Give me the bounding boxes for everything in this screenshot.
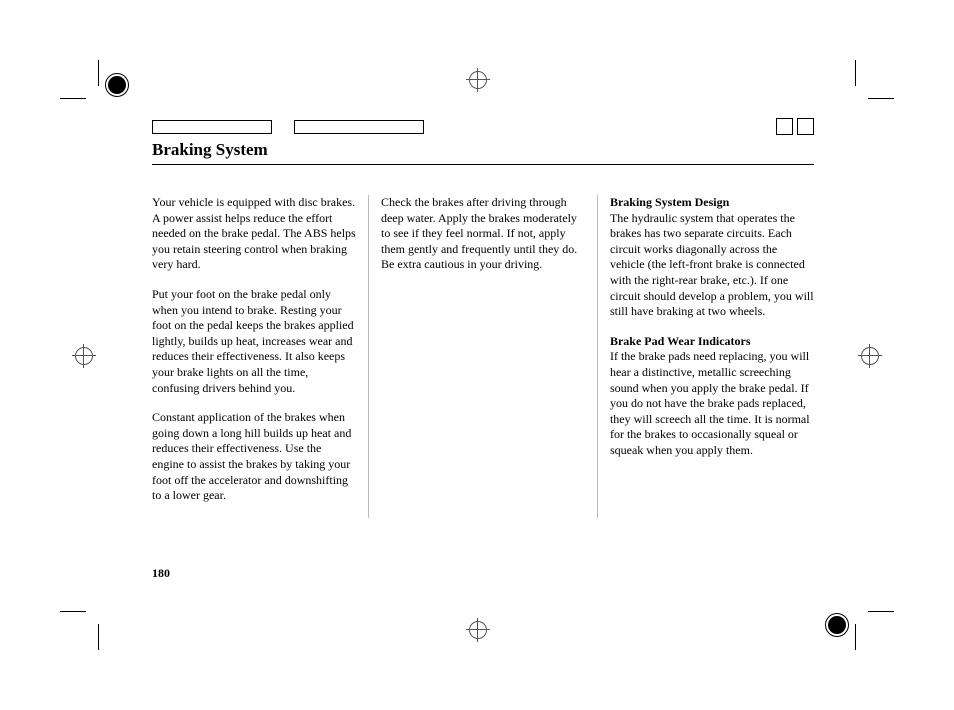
text-columns: Your vehicle is equipped with disc brake… — [152, 195, 814, 518]
column-1: Your vehicle is equipped with disc brake… — [152, 195, 356, 518]
body-text: Brake Pad Wear IndicatorsIf the brake pa… — [610, 334, 814, 459]
body-text: Check the brakes after driving through d… — [381, 195, 585, 273]
column-divider — [368, 195, 369, 518]
page-title: Braking System — [152, 140, 814, 165]
page-content: Braking System Your vehicle is equipped … — [152, 120, 814, 518]
registration-mark-top — [466, 68, 490, 92]
small-box-2 — [797, 118, 814, 135]
body-text: Constant application of the brakes when … — [152, 410, 356, 504]
body-text: Put your foot on the brake pedal only wh… — [152, 287, 356, 396]
header-box-2 — [294, 120, 424, 134]
registration-mark-br — [824, 612, 850, 638]
registration-mark-bottom — [466, 618, 490, 642]
header-right-boxes — [776, 118, 814, 135]
header-placeholder-boxes — [152, 120, 814, 134]
column-2: Check the brakes after driving through d… — [381, 195, 585, 518]
column-3: Braking System Design The hydraulic syste… — [610, 195, 814, 518]
subheading: Braking System Design — [610, 195, 729, 209]
body-text: Your vehicle is equipped with disc brake… — [152, 195, 356, 273]
page-number: 180 — [152, 566, 170, 581]
small-box-1 — [776, 118, 793, 135]
body-text: Braking System Design The hydraulic syste… — [610, 195, 814, 320]
registration-mark-tl — [104, 72, 130, 98]
body-text: The hydraulic system that operates the b… — [610, 211, 814, 319]
subheading: Brake Pad Wear Indicators — [610, 334, 751, 348]
registration-mark-left — [72, 344, 96, 368]
header-box-1 — [152, 120, 272, 134]
registration-mark-right — [858, 344, 882, 368]
body-text: If the brake pads need replacing, you wi… — [610, 349, 810, 457]
column-divider — [597, 195, 598, 518]
